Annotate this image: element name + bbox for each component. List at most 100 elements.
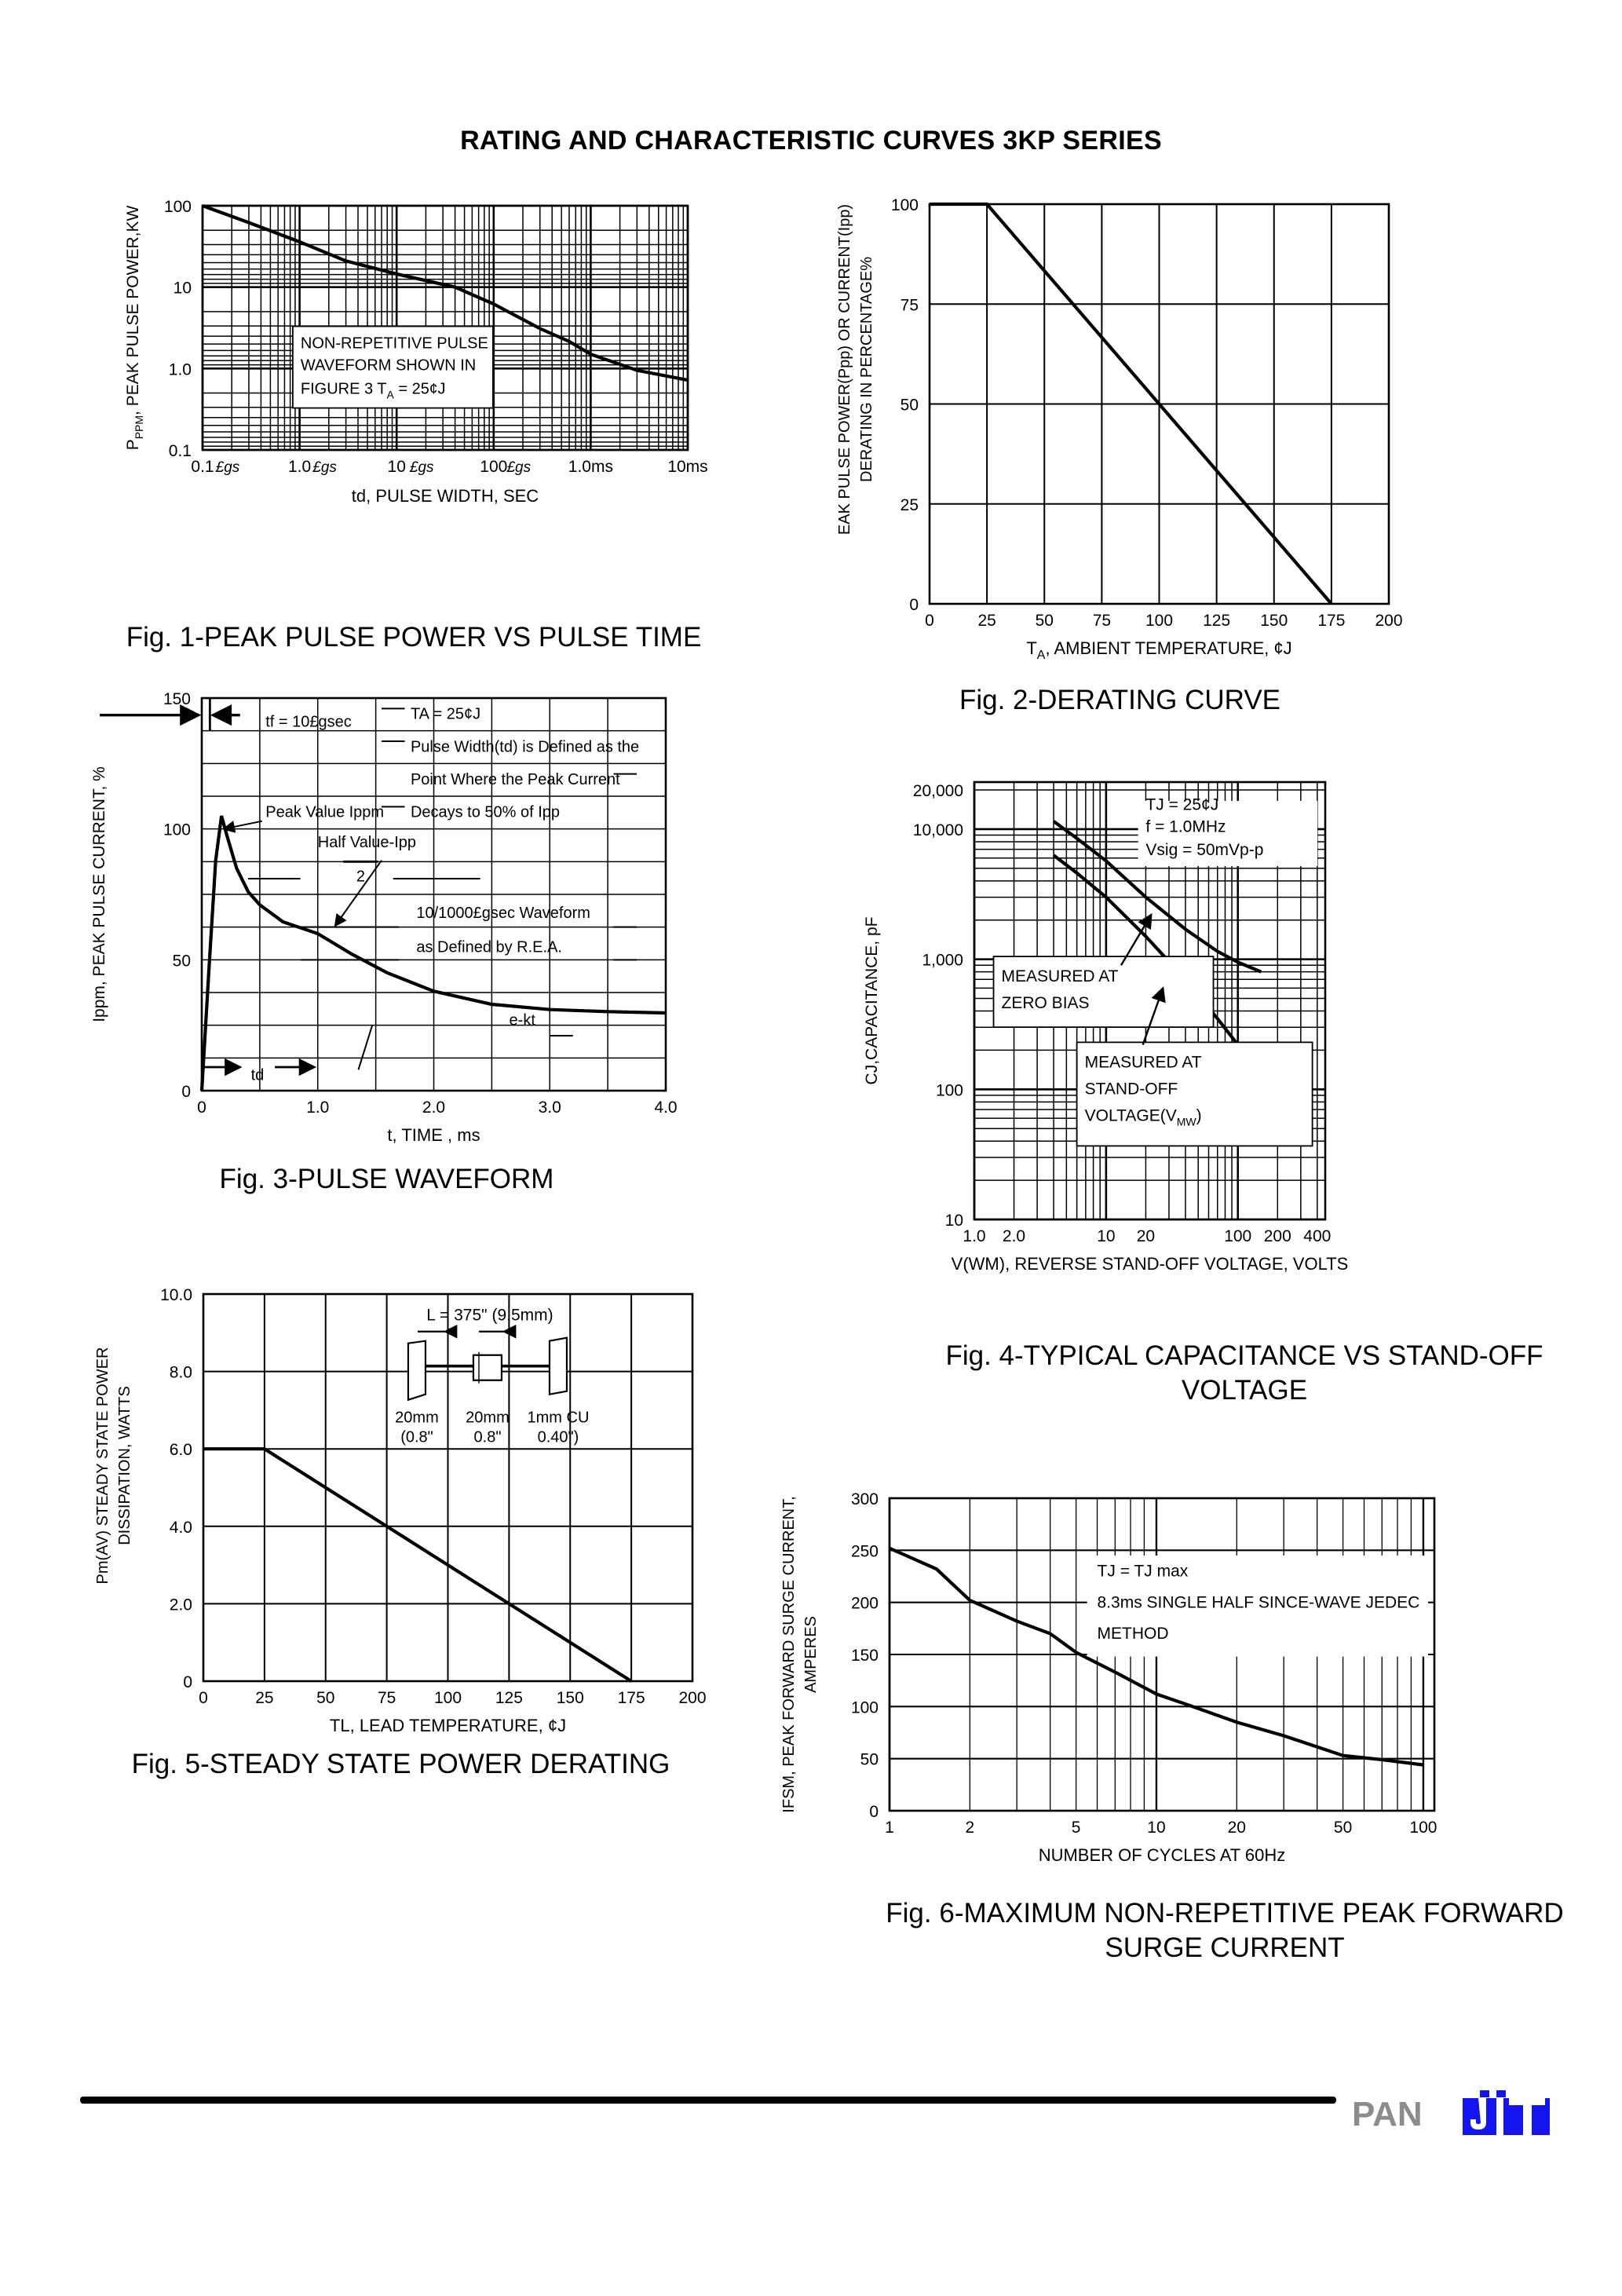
svg-text:1.0ms: 1.0ms bbox=[568, 458, 613, 476]
svg-text:400: 400 bbox=[1303, 1227, 1331, 1245]
svg-text:0: 0 bbox=[869, 1803, 879, 1821]
svg-text:75: 75 bbox=[378, 1689, 396, 1707]
svg-text:150: 150 bbox=[557, 1689, 584, 1707]
svg-text:10: 10 bbox=[1147, 1819, 1165, 1837]
svg-text:200: 200 bbox=[851, 1595, 879, 1613]
svg-text:2: 2 bbox=[356, 868, 365, 885]
svg-text:100: 100 bbox=[1409, 1819, 1437, 1837]
svg-text:L = 375" (9.5mm): L = 375" (9.5mm) bbox=[426, 1307, 553, 1325]
svg-text:MEASURED AT: MEASURED AT bbox=[1002, 967, 1119, 985]
svg-text:e-kt: e-kt bbox=[510, 1012, 536, 1029]
svg-text:Half Value-Ipp: Half Value-Ipp bbox=[318, 834, 416, 851]
svg-text:175: 175 bbox=[618, 1689, 645, 1707]
svg-text:PPPM, PEAK PULSE POWER,KW: PPPM, PEAK PULSE POWER,KW bbox=[124, 206, 145, 451]
svg-text:Pulse Width(td) is Defined as: Pulse Width(td) is Defined as the bbox=[411, 738, 639, 755]
svg-text:20mm: 20mm bbox=[395, 1409, 439, 1427]
svg-text:100: 100 bbox=[163, 821, 191, 839]
svg-text:10: 10 bbox=[945, 1212, 963, 1230]
svg-text:1.0: 1.0 bbox=[306, 1099, 329, 1117]
svg-text:20mm: 20mm bbox=[466, 1409, 510, 1427]
svg-text:as Defined by R.E.A.: as Defined by R.E.A. bbox=[416, 938, 562, 956]
svg-text:V(WM), REVERSE STAND-OFF VOLTA: V(WM), REVERSE STAND-OFF VOLTAGE, VOLTS bbox=[952, 1254, 1349, 1274]
svg-text:0: 0 bbox=[909, 596, 919, 614]
svg-text:PAN: PAN bbox=[1352, 2095, 1423, 2133]
svg-text:CJ,CAPACITANCE, pF: CJ,CAPACITANCE, pF bbox=[863, 917, 881, 1085]
svg-text:10/1000£gsec Waveform: 10/1000£gsec Waveform bbox=[416, 905, 590, 922]
svg-text:10: 10 bbox=[388, 458, 406, 476]
svg-text:1.0: 1.0 bbox=[169, 360, 192, 378]
svg-text:Ippm, PEAK PULSE CURRENT, %: Ippm, PEAK PULSE CURRENT, % bbox=[90, 766, 108, 1022]
svg-text:DERATING IN PERCENTAGE%: DERATING IN PERCENTAGE% bbox=[858, 257, 875, 482]
svg-text:0: 0 bbox=[199, 1689, 208, 1707]
svg-text:4.0: 4.0 bbox=[654, 1099, 677, 1117]
svg-text:£gs: £gs bbox=[215, 459, 240, 476]
svg-text:10.0: 10.0 bbox=[160, 1286, 192, 1304]
svg-text:75: 75 bbox=[901, 296, 919, 314]
svg-text:8.3ms SINGLE HALF SINCE-WAVE J: 8.3ms SINGLE HALF SINCE-WAVE JEDEC bbox=[1098, 1593, 1420, 1611]
svg-text:100: 100 bbox=[164, 198, 192, 216]
svg-text:(0.8": (0.8" bbox=[400, 1429, 433, 1446]
svg-text:0: 0 bbox=[181, 1083, 191, 1101]
svg-text:10: 10 bbox=[174, 280, 192, 298]
svg-text:50: 50 bbox=[1334, 1819, 1352, 1837]
svg-text:6.0: 6.0 bbox=[170, 1441, 192, 1459]
svg-text:TL, LEAD TEMPERATURE, ¢J: TL, LEAD TEMPERATURE, ¢J bbox=[330, 1716, 566, 1735]
svg-text:4.0: 4.0 bbox=[170, 1519, 192, 1537]
svg-text:150: 150 bbox=[851, 1647, 879, 1665]
svg-text:2: 2 bbox=[965, 1819, 974, 1837]
svg-text:25: 25 bbox=[901, 496, 919, 514]
svg-text:10: 10 bbox=[1097, 1227, 1115, 1245]
svg-text:100: 100 bbox=[480, 458, 507, 476]
svg-text:5: 5 bbox=[1072, 1819, 1081, 1837]
svg-text:Pm(AV) STEADY STATE POWER: Pm(AV) STEADY STATE POWER bbox=[94, 1347, 111, 1585]
svg-text:Vsig = 50mVp-p: Vsig = 50mVp-p bbox=[1145, 841, 1263, 859]
svg-text:WAVEFORM SHOWN IN: WAVEFORM SHOWN IN bbox=[301, 357, 476, 375]
svg-text:0.1: 0.1 bbox=[191, 458, 214, 476]
svg-text:TJ = TJ max: TJ = TJ max bbox=[1098, 1563, 1189, 1581]
svg-text:75: 75 bbox=[1093, 612, 1111, 630]
svg-text:100: 100 bbox=[851, 1698, 879, 1717]
svg-text:TJ = 25¢J: TJ = 25¢J bbox=[1145, 796, 1218, 814]
svg-text:ZERO BIAS: ZERO BIAS bbox=[1002, 994, 1090, 1012]
svg-text:50: 50 bbox=[901, 397, 919, 415]
svg-text:25: 25 bbox=[977, 612, 995, 630]
svg-text:50: 50 bbox=[1036, 612, 1054, 630]
svg-text:td: td bbox=[251, 1067, 265, 1084]
svg-text:10ms: 10ms bbox=[667, 458, 707, 476]
svg-text:Point Where the Peak Current: Point Where the Peak Current bbox=[411, 771, 620, 788]
svg-text:125: 125 bbox=[1203, 612, 1230, 630]
svg-text:0.1: 0.1 bbox=[169, 442, 192, 460]
svg-text:Decays to 50% of Ipp: Decays to 50% of Ipp bbox=[411, 804, 560, 821]
svg-text:20,000: 20,000 bbox=[913, 782, 963, 800]
svg-text:£gs: £gs bbox=[409, 459, 434, 476]
svg-text:100: 100 bbox=[1224, 1227, 1251, 1245]
svg-text:25: 25 bbox=[255, 1689, 273, 1707]
svg-text:100: 100 bbox=[1145, 612, 1173, 630]
svg-text:f = 1.0MHz: f = 1.0MHz bbox=[1145, 818, 1226, 836]
svg-text:EAK PULSE POWER(Ppp) OR CURREN: EAK PULSE POWER(Ppp) OR CURRENT(Ipp) bbox=[836, 204, 853, 535]
svg-text:3.0: 3.0 bbox=[539, 1099, 561, 1117]
svg-text:8.0: 8.0 bbox=[170, 1364, 192, 1382]
svg-text:0: 0 bbox=[925, 612, 934, 630]
svg-text:20: 20 bbox=[1228, 1819, 1246, 1837]
svg-text:IFSM, PEAK FORWARD SURGE CURRE: IFSM, PEAK FORWARD SURGE CURRENT, bbox=[780, 1496, 798, 1812]
svg-text:2.0: 2.0 bbox=[422, 1099, 445, 1117]
svg-text:150: 150 bbox=[163, 690, 191, 708]
svg-text:TA, AMBIENT TEMPERATURE, ¢J: TA, AMBIENT TEMPERATURE, ¢J bbox=[1026, 638, 1291, 662]
svg-text:1.0: 1.0 bbox=[288, 458, 311, 476]
svg-text:100: 100 bbox=[936, 1081, 963, 1099]
svg-text:MEASURED AT: MEASURED AT bbox=[1085, 1053, 1202, 1071]
svg-text:METHOD: METHOD bbox=[1098, 1625, 1169, 1643]
svg-text:td, PULSE WIDTH, SEC: td, PULSE WIDTH, SEC bbox=[352, 486, 539, 506]
svg-text:£gs: £gs bbox=[506, 459, 531, 476]
svg-text:STAND-OFF: STAND-OFF bbox=[1085, 1080, 1178, 1098]
svg-text:50: 50 bbox=[173, 952, 191, 970]
svg-text:20: 20 bbox=[1137, 1227, 1155, 1245]
svg-text:t, TIME , ms: t, TIME , ms bbox=[387, 1125, 480, 1145]
svg-text:150: 150 bbox=[1260, 612, 1288, 630]
svg-text:1,000: 1,000 bbox=[922, 952, 963, 970]
svg-text:£gs: £gs bbox=[312, 459, 337, 476]
svg-text:0.8": 0.8" bbox=[474, 1429, 502, 1446]
svg-text:AMPERES: AMPERES bbox=[802, 1616, 820, 1693]
svg-text:50: 50 bbox=[860, 1751, 879, 1769]
